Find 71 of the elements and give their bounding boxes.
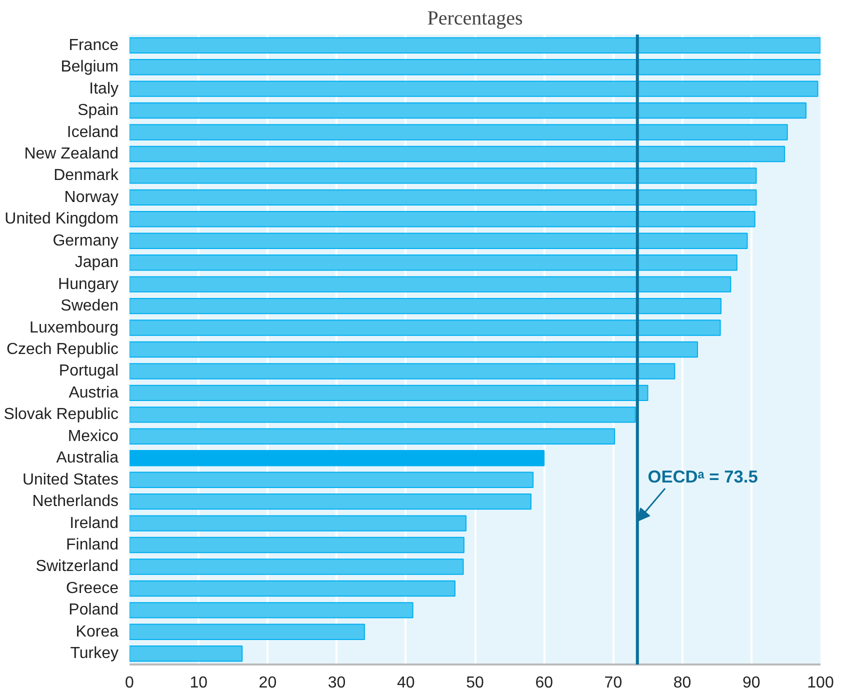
y-tick-label: Japan (74, 254, 118, 272)
bar (130, 406, 636, 423)
x-tick-label: 0 (125, 674, 134, 692)
bar (130, 146, 786, 162)
y-tick-label: Slovak Republic (4, 406, 119, 424)
y-tick-label: Greece (66, 580, 119, 597)
bar (130, 232, 748, 249)
y-tick-label: Sweden (60, 298, 119, 315)
y-tick-label: France (68, 36, 119, 54)
bar (130, 341, 698, 358)
y-tick-label: Australia (56, 450, 119, 467)
y-tick-label: Norway (64, 188, 118, 206)
bar (130, 168, 757, 184)
x-tick-label: 90 (742, 674, 760, 692)
y-tick-label: Germany (52, 232, 118, 250)
y-tick-label: Spain (78, 102, 118, 120)
y-tick-label: Korea (76, 623, 119, 640)
y-tick-label: Belgium (60, 58, 119, 76)
bar (130, 558, 464, 575)
ref-line-label: OECDᵃ = 73.5 (648, 466, 758, 486)
bar (130, 80, 818, 97)
x-tick-label: 80 (673, 674, 692, 692)
x-tick-label: 30 (328, 674, 346, 692)
bar (130, 493, 532, 510)
bar (130, 58, 820, 76)
y-tick-label: Switzerland (36, 558, 118, 576)
y-tick-label: Luxembourg (30, 319, 119, 336)
bar (130, 124, 788, 140)
bar (130, 254, 738, 271)
y-tick-label: Turkey (70, 645, 119, 662)
bar (130, 363, 676, 380)
y-tick-label: Ireland (70, 514, 118, 532)
bar (130, 472, 534, 488)
bar (130, 515, 467, 532)
y-tick-label: Denmark (54, 167, 120, 184)
bar (130, 646, 243, 662)
y-tick-label: Poland (68, 602, 119, 619)
bar (130, 298, 722, 314)
y-tick-label: United Kingdom (4, 210, 118, 228)
y-tick-label: Iceland (66, 124, 118, 141)
y-tick-label: Czech Republic (6, 341, 119, 358)
y-tick-label: Netherlands (32, 493, 119, 510)
y-tick-label: Austria (68, 384, 119, 402)
bar (130, 211, 756, 228)
bar (130, 37, 820, 54)
bar (130, 384, 648, 402)
bar (130, 624, 365, 640)
y-tick-label: Hungary (58, 276, 119, 293)
bar (130, 428, 616, 444)
bar (130, 450, 545, 466)
y-tick-label: New Zealand (24, 145, 119, 162)
x-tick-label: 40 (397, 674, 415, 692)
bar (130, 189, 757, 206)
bar (130, 276, 732, 292)
y-tick-label: Mexico (68, 428, 119, 445)
x-tick-label: 20 (258, 674, 277, 692)
bar (130, 602, 414, 618)
y-tick-label: Finland (66, 536, 119, 554)
bar (130, 102, 806, 119)
y-tick-label: Italy (89, 80, 118, 98)
y-tick-label: Portugal (58, 362, 118, 380)
x-tick-label: 70 (604, 674, 622, 692)
bar (130, 320, 721, 336)
chart-title: Percentages (427, 8, 523, 30)
y-tick-label: United States (22, 471, 119, 488)
x-tick-label: 60 (535, 674, 554, 692)
bar (130, 580, 456, 597)
x-tick-label: 50 (466, 674, 484, 692)
x-tick-label: 100 (807, 674, 834, 692)
bar (130, 536, 464, 554)
x-tick-label: 10 (190, 674, 208, 692)
